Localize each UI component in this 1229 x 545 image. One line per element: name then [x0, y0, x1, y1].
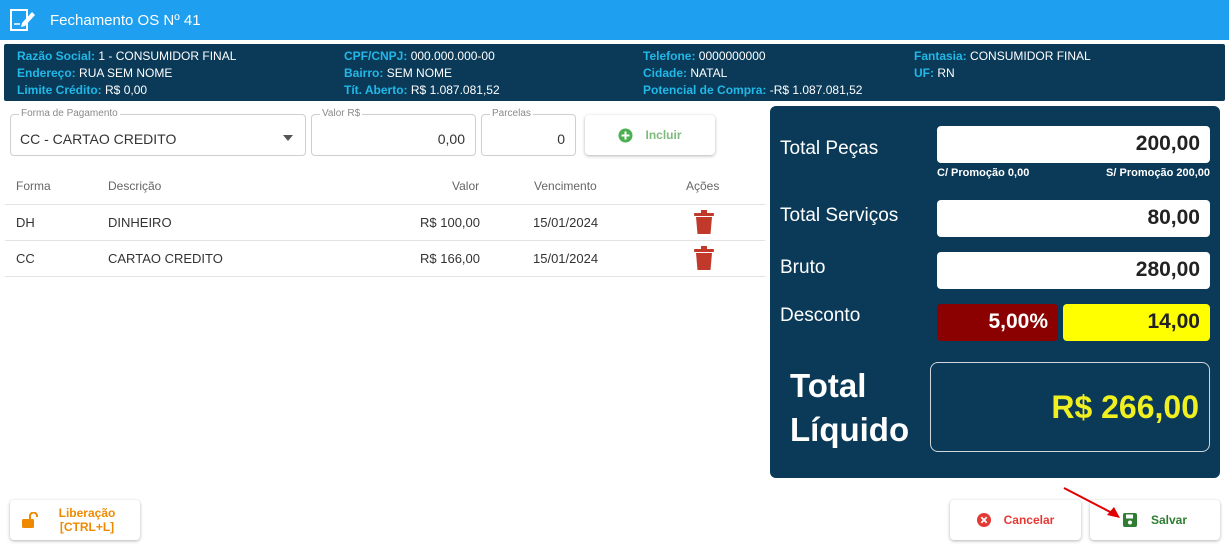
- close-circle-icon: [976, 513, 991, 527]
- cell-vencimento: 15/01/2024: [533, 251, 599, 266]
- total-liquido-value: R$ 266,00: [1051, 389, 1199, 425]
- forma-pagamento-label: Forma de Pagamento: [19, 108, 120, 119]
- cancel-label: Cancelar: [1003, 513, 1055, 527]
- total-liquido-box: R$ 266,00: [930, 362, 1210, 452]
- desconto-percent-input[interactable]: 5,00%: [937, 304, 1058, 341]
- parcelas-label: Parcelas: [490, 108, 533, 119]
- cell-descricao: CARTAO CREDITO: [108, 251, 223, 266]
- total-pecas-label: Total Peças: [780, 138, 879, 159]
- cpf-cnpj: CPF/CNPJ: 000.000.000-00: [344, 49, 495, 63]
- total-pecas-value: 200,00: [937, 126, 1210, 163]
- endereco: Endereço: RUA SEM NOME: [17, 66, 173, 80]
- bruto-label: Bruto: [780, 257, 826, 278]
- cell-forma: CC: [16, 251, 35, 266]
- col-acoes: Ações: [686, 179, 720, 193]
- incluir-button[interactable]: Incluir: [585, 115, 715, 155]
- bruto-value: 280,00: [937, 252, 1210, 289]
- potencial-compra: Potencial de Compra: -R$ 1.087.081,52: [643, 83, 863, 97]
- parcelas-value: 0: [557, 131, 565, 147]
- telefone: Telefone: 0000000000: [643, 49, 766, 63]
- liberacao-label: Liberação [CTRL+L]: [58, 506, 116, 534]
- row-divider: [5, 204, 765, 205]
- total-servicos-value: 80,00: [937, 200, 1210, 237]
- cell-vencimento: 15/01/2024: [533, 215, 599, 230]
- forma-pagamento-select[interactable]: Forma de Pagamento CC - CARTAO CREDITO: [10, 108, 306, 156]
- trash-icon[interactable]: [694, 246, 714, 270]
- cell-valor: R$ 166,00: [420, 251, 480, 266]
- uf: UF: RN: [914, 66, 955, 80]
- cell-valor: R$ 100,00: [420, 215, 480, 230]
- limite-credito: Limite Crédito: R$ 0,00: [17, 83, 148, 97]
- col-forma: Forma: [16, 179, 51, 193]
- cidade: Cidade: NATAL: [643, 66, 728, 80]
- desconto-label: Desconto: [780, 305, 861, 326]
- save-label: Salvar: [1150, 513, 1188, 527]
- title-bar: Fechamento OS Nº 41: [0, 0, 1229, 40]
- col-descricao: Descrição: [108, 179, 162, 193]
- liberacao-button[interactable]: Liberação [CTRL+L]: [10, 500, 140, 540]
- edit-document-icon: [10, 9, 35, 31]
- floppy-disk-icon: [1122, 513, 1137, 527]
- customer-info-panel: Razão Social: 1 - CONSUMIDOR FINAL Ender…: [4, 44, 1225, 101]
- unlock-icon: [22, 512, 38, 528]
- cancel-button[interactable]: Cancelar: [950, 500, 1081, 540]
- valor-label: Valor R$: [320, 108, 363, 119]
- save-button[interactable]: Salvar: [1090, 500, 1220, 540]
- total-servicos-label: Total Serviços: [780, 205, 899, 226]
- cell-descricao: DINHEIRO: [108, 215, 172, 230]
- cell-forma: DH: [16, 215, 35, 230]
- arrow-annotation-icon: [1063, 487, 1120, 518]
- valor-input[interactable]: Valor R$ 0,00: [311, 108, 476, 156]
- razao-social: Razão Social: 1 - CONSUMIDOR FINAL: [17, 49, 237, 63]
- plus-circle-icon: [618, 128, 633, 142]
- row-divider: [5, 240, 765, 241]
- row-divider: [5, 276, 765, 277]
- totals-panel: Total Peças 200,00 C/ Promoção 0,00 S/ P…: [770, 106, 1220, 478]
- parcelas-input[interactable]: Parcelas 0: [481, 108, 576, 156]
- total-liquido-label: Total Líquido: [790, 367, 910, 448]
- col-valor: Valor: [452, 179, 480, 193]
- com-promocao: C/ Promoção 0,00: [937, 167, 1030, 179]
- chevron-down-icon: [283, 135, 293, 141]
- col-vencimento: Vencimento: [534, 179, 597, 193]
- titulo-aberto: Tít. Aberto: R$ 1.087.081,52: [344, 83, 500, 97]
- fantasia: Fantasia: CONSUMIDOR FINAL: [914, 49, 1091, 63]
- forma-pagamento-value: CC - CARTAO CREDITO: [20, 131, 177, 147]
- desconto-value-input[interactable]: 14,00: [1063, 304, 1210, 341]
- valor-value: 0,00: [437, 131, 465, 147]
- bairro: Bairro: SEM NOME: [344, 66, 453, 80]
- window-title: Fechamento OS Nº 41: [50, 12, 201, 29]
- sem-promocao: S/ Promoção 200,00: [1106, 167, 1210, 179]
- trash-icon[interactable]: [694, 210, 714, 234]
- incluir-label: Incluir: [645, 128, 682, 142]
